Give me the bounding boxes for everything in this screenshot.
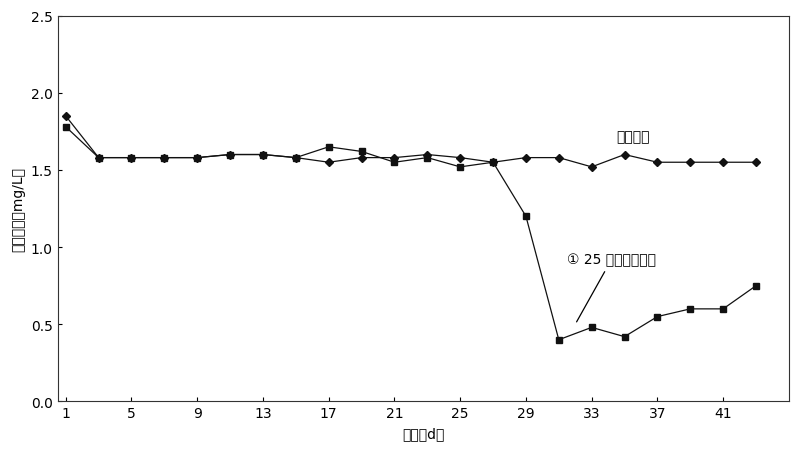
Y-axis label: 硝氮浓度（mg/L）: 硝氮浓度（mg/L） bbox=[11, 167, 25, 252]
Text: 空白对照: 空白对照 bbox=[616, 130, 650, 144]
Text: ① 25 裕隆悬浮填料: ① 25 裕隆悬浮填料 bbox=[567, 253, 656, 322]
X-axis label: 时间（d）: 时间（d） bbox=[402, 426, 444, 440]
